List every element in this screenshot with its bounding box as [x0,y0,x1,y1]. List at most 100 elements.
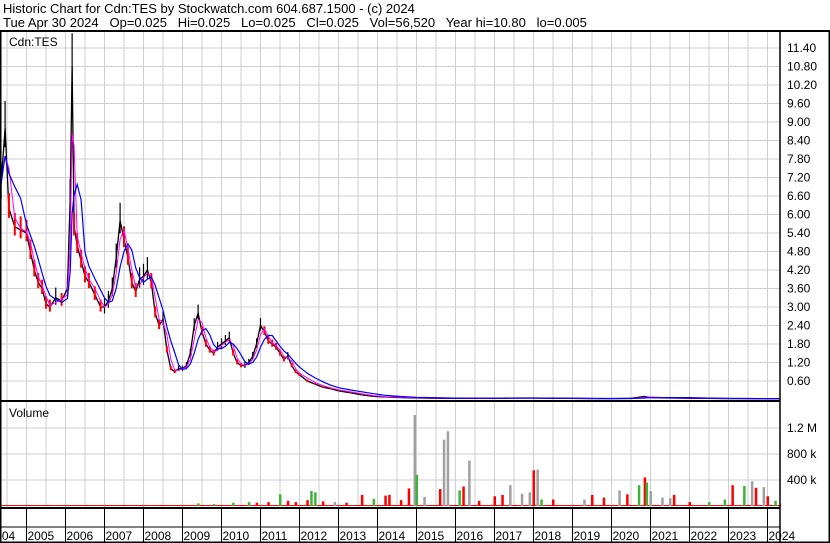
volume-bar [552,499,555,506]
volume-bar [229,505,232,506]
volume-bar [286,500,290,506]
volume-bar [319,505,321,506]
x-tick-label: 2023 [730,529,757,543]
volume-bar [26,505,29,506]
volume-bar [272,505,275,506]
volume-bar [330,505,333,506]
volume-bar [1,505,4,506]
volume-bar [153,505,156,506]
volume-bar [488,505,491,506]
volume-bar [326,505,329,506]
volume-bar [200,505,203,506]
volume-bar [108,505,111,506]
volume-bar [777,505,780,506]
volume-bar [462,486,465,506]
volume-bar [53,505,56,506]
volume-bar [726,505,729,506]
volume-bar [697,505,700,506]
volume-bar [602,497,606,506]
volume-bar [631,505,633,506]
volume-bar [705,505,708,506]
volume-bar [728,505,731,506]
volume-bar [186,505,189,506]
y-tick-label: 3.60 [787,282,811,296]
volume-bar [586,505,589,506]
volume-bar [649,491,652,506]
volume-bar [237,505,240,506]
x-tick-label: 2019 [574,529,601,543]
x-tick-label: 2011 [262,529,288,543]
x-tick-label: 2004 [0,529,16,543]
volume-bar [609,505,612,506]
volume-bar [51,505,54,506]
volume-bar [471,505,474,506]
volume-bar [554,505,557,506]
volume-bar [116,505,119,506]
volume-bar [321,501,325,506]
volume-bar [451,505,454,506]
volume-bar [623,505,626,506]
volume-tick-label: 400 k [787,473,817,487]
volume-bar [480,505,483,506]
volume-bar [525,505,528,506]
volume-bar [67,505,70,506]
volume-bar [217,505,220,506]
volume-bar [528,492,532,506]
volume-bar [384,495,387,506]
volume-bar [100,505,103,506]
volume-bar [336,505,339,506]
volume-bar [656,505,659,506]
x-tick-label: 2009 [184,529,211,543]
volume-bar [621,505,624,506]
volume-bar [252,505,255,506]
y-tick-label: 4.20 [787,263,811,277]
volume-bar [637,485,641,506]
volume-bar [223,505,226,506]
volume-bar [482,505,485,506]
volume-bar [172,505,175,506]
volume-bar [176,505,179,506]
volume-bar [611,505,614,506]
volume-bar [691,505,694,506]
volume-bar [578,505,581,506]
volume-bar [207,505,210,506]
volume-bar [591,494,594,506]
volume-bar [391,505,394,506]
volume-bar [759,505,762,506]
volume-bar [669,498,672,506]
y-tick-label: 11.40 [787,41,816,55]
volume-bar [442,439,446,506]
volume-bar [63,505,66,506]
y-tick-label: 3.00 [787,300,811,314]
volume-bar [356,505,359,506]
volume-bar [104,505,107,506]
volume-bar [57,505,60,506]
volume-bar [247,502,251,506]
volume-bar [301,505,304,506]
volume-bar [8,505,11,506]
volume-bar [693,505,696,506]
x-tick-label: 2015 [418,529,445,543]
volume-bar [712,505,715,506]
y-tick-label: 9.60 [787,97,811,111]
volume-bar [42,505,45,506]
volume-bar [342,505,345,506]
chart-title: Historic Chart for Cdn:TES by Stockwatch… [3,1,415,16]
x-tick-label: 2018 [535,529,562,543]
volume-bar [388,494,391,506]
volume-bar [14,505,17,506]
volume-bar [203,505,206,506]
volume-bar [428,505,431,506]
volume-bar [372,498,376,506]
volume-bar [681,505,684,506]
y-tick-label: 6.60 [787,189,811,203]
x-tick-label: 2012 [301,529,328,543]
volume-bar [20,505,23,506]
volume-bar [324,505,327,506]
volume-bar [381,505,384,506]
volume-bar [283,505,286,506]
volume-bar [774,500,777,506]
x-tick-label: 2016 [457,529,484,543]
volume-bar [22,505,25,506]
